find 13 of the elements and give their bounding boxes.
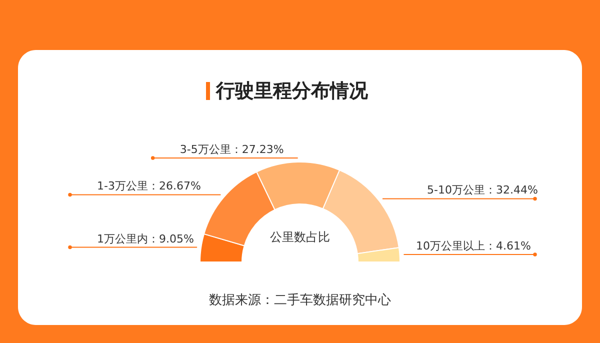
slice-label: 3-5万公里 (180, 143, 231, 156)
data-label: ：26.67% (148, 180, 201, 193)
slice-label: 1万公里内 (97, 232, 148, 246)
slice-label: 1-3万公里 (97, 180, 148, 193)
slice-label: 10万公里以上 (416, 239, 485, 252)
source-note: 数据来源：二手车数据研究中心 (209, 292, 391, 308)
data-label: ：4.61% (485, 239, 531, 252)
chart-title: 行驶里程分布情况 (215, 80, 369, 102)
data-label: ：9.05% (148, 232, 194, 246)
text: 公里数占比 (270, 230, 330, 244)
data-label: ：27.23% (230, 143, 284, 156)
data-label: ：32.44% (485, 184, 538, 197)
slice-label: 5-10万公里 (427, 184, 485, 197)
